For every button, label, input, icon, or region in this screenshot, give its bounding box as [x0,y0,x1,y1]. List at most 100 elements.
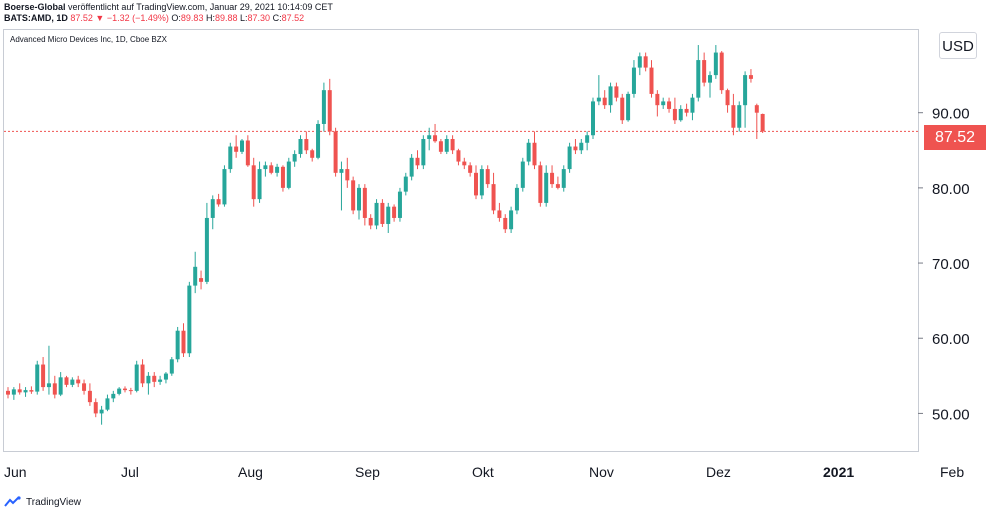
candle-body [199,278,204,282]
x-tick-label: Feb [940,464,964,480]
candle-body [23,390,28,393]
change-down-icon: ▼ [95,13,105,23]
candle-body [503,217,508,230]
candle-body [661,101,666,106]
footer-brand[interactable]: TradingView [26,496,82,508]
candle-body [117,388,122,394]
candle-body [690,97,695,113]
candle-body [82,383,87,391]
open-label: O: [171,13,181,23]
candle-body [240,140,244,152]
candle-body [526,142,531,162]
y-tick-label: 50.00 [932,406,970,423]
candle-body [678,108,683,121]
candle-body [550,172,555,185]
candle-body [474,172,478,196]
candle-body [708,75,712,83]
candle-body [468,165,473,173]
y-tick-label: 80.00 [932,181,970,198]
publish-line: Boerse-Global veröffentlicht auf Trading… [4,2,333,13]
x-tick-label: Jul [121,464,139,480]
candle-body [438,141,443,152]
candle-body [321,90,326,124]
candle-body [298,139,303,155]
candle-body [450,139,455,151]
candle-body [11,389,16,395]
candle-body [696,60,701,98]
currency-button[interactable]: USD [939,32,977,59]
candle-body [374,202,379,226]
candle-body [140,364,145,384]
candle-body [760,113,765,132]
candle-body [667,101,672,109]
candle-body [649,67,654,94]
candle-body [204,217,209,282]
close-value: 87.52 [281,13,305,23]
close-label: C: [272,13,282,23]
candle-body [497,210,502,218]
candle-body [222,169,227,205]
candle-body [655,93,660,106]
candle-body [345,169,350,181]
candle-body [637,56,642,68]
candle-body [99,409,104,414]
candle-body [275,166,280,173]
author-name[interactable]: Boerse-Global [4,2,66,12]
candle-body [485,169,490,185]
candle-body [713,52,718,76]
candle-body [310,150,315,158]
candle-body [286,161,291,188]
candle-body [93,402,98,414]
x-tick-label: 2021 [823,464,854,480]
candle-body [169,359,174,374]
candle-body [304,139,309,151]
candle-body [596,97,601,102]
candle-body [608,86,613,106]
candle-body [327,90,332,132]
candle-body [614,86,619,98]
candle-body [602,97,607,106]
x-tick-label: Aug [238,464,263,480]
candle-body [368,217,373,226]
last-price: 87.52 [70,13,93,23]
candle-body [591,101,595,136]
candle-body [17,389,22,393]
candle-body [731,105,736,128]
candle-body [105,398,110,410]
candle-body [280,166,285,188]
candle-body [257,169,262,200]
y-tick-label: 60.00 [932,331,970,348]
candle-body [35,364,40,392]
symbol-line: BATS:AMD, 1D 87.52 ▼ −1.32 (−1.49%) O:89… [4,13,304,24]
high-value: 89.88 [214,13,238,23]
high-label: H: [205,13,215,23]
y-tick-label: 70.00 [932,256,970,273]
candle-body [579,142,584,151]
candle-body [573,146,578,151]
candle-body [620,97,625,121]
candle-body [333,131,338,173]
candle-body [134,364,139,391]
candle-body [52,383,57,395]
candle-body [491,184,496,211]
candle-body [684,108,689,113]
candle-body [158,379,163,382]
x-tick-label: Okt [472,464,494,480]
candle-body [181,330,186,354]
candle-body [251,165,256,200]
candle-body [567,146,572,170]
candle-body [532,142,537,166]
candle-body [725,90,730,106]
chart-title: Advanced Micro Devices Inc, 1D, Cboe BZX [10,35,167,44]
candle-body [58,377,63,395]
candle-body [520,161,525,188]
x-tick-label: Sep [355,464,380,480]
chart-frame[interactable] [3,29,919,452]
open-value: 89.83 [180,13,204,23]
candle-body [76,379,81,384]
price-change: −1.32 (−1.49%) [106,13,169,23]
candle-body [555,184,560,188]
ticker-symbol: BATS:AMD, 1D [4,13,68,23]
candle-body [748,75,753,79]
